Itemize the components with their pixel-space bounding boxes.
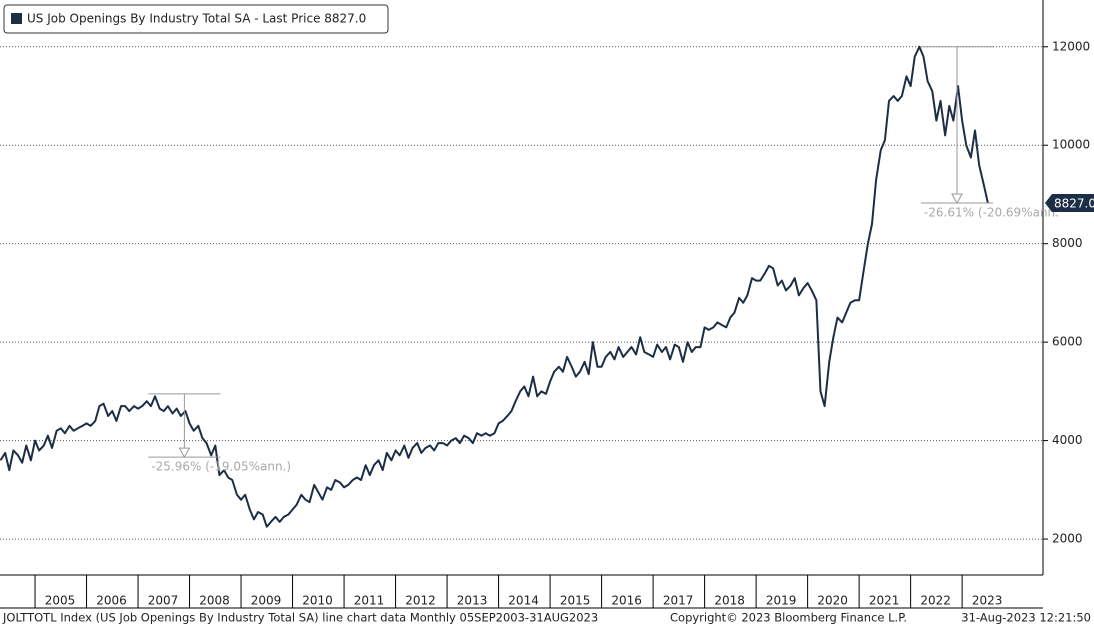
footer-left: JOLTTOTL Index (US Job Openings By Indus… xyxy=(2,611,598,625)
x-tick-label: 2020 xyxy=(817,594,848,608)
x-tick-label: 2014 xyxy=(508,594,539,608)
series-line xyxy=(0,45,989,528)
x-tick-label: 2019 xyxy=(766,594,797,608)
legend-box xyxy=(3,4,389,34)
y-tick-label: 2000 xyxy=(1052,532,1083,546)
drawdown-label: -26.61% (-20.69%ann. xyxy=(924,205,1059,219)
x-tick-label: 2005 xyxy=(45,594,76,608)
drawdown-arrowhead xyxy=(178,447,191,459)
x-tick-label: 2017 xyxy=(663,594,694,608)
x-tick-label: 2006 xyxy=(96,594,127,608)
legend-swatch xyxy=(11,13,22,24)
drawdown-label: -25.96% (-19.05%ann.) xyxy=(151,460,291,474)
footer-center: Copyright© 2023 Bloomberg Finance L.P. xyxy=(670,611,907,625)
y-tick-label: 8000 xyxy=(1052,236,1083,250)
x-tick-label: 2012 xyxy=(405,594,436,608)
y-tick-label: 12000 xyxy=(1052,39,1090,53)
x-tick-label: 2021 xyxy=(869,594,900,608)
legend-text: US Job Openings By Industry Total SA - L… xyxy=(27,12,366,26)
x-tick-label: 2013 xyxy=(457,594,488,608)
y-tick-label: 6000 xyxy=(1052,335,1083,349)
x-tick-label: 2016 xyxy=(611,594,642,608)
last-price-tag xyxy=(1045,193,1094,212)
y-tick-label: 10000 xyxy=(1052,138,1090,152)
last-price-label: 8827.0 xyxy=(1054,196,1094,210)
footer-right: 31-Aug-2023 12:21:50 xyxy=(961,611,1091,625)
x-tick-label: 2023 xyxy=(972,594,1003,608)
x-tick-label: 2022 xyxy=(920,594,951,608)
x-tick-label: 2010 xyxy=(302,594,333,608)
x-tick-label: 2009 xyxy=(251,594,282,608)
drawdown-arrowhead xyxy=(951,193,963,205)
x-tick-label: 2015 xyxy=(560,594,591,608)
x-tick-label: 2011 xyxy=(354,594,385,608)
y-tick-label: 4000 xyxy=(1052,433,1083,447)
x-tick-label: 2007 xyxy=(148,594,179,608)
x-tick-label: 2018 xyxy=(714,594,745,608)
x-tick-label: 2008 xyxy=(199,594,230,608)
